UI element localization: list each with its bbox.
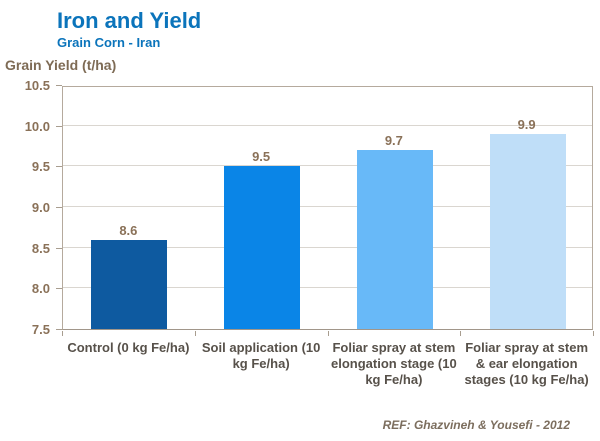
x-boundary-tick: [327, 331, 329, 336]
x-boundary-tick: [460, 331, 462, 336]
y-tick-mark: [56, 247, 62, 249]
category-label: Control (0 kg Fe/ha): [67, 340, 190, 355]
y-tick-label: 8.5: [31, 240, 50, 256]
y-tick-mark: [56, 207, 62, 208]
y-tick-label: 10.5: [24, 78, 50, 93]
y-tick-mark: [56, 329, 62, 330]
y-tick-mark: [56, 125, 62, 127]
gridline: [63, 287, 592, 289]
bar-value-label: 8.6: [119, 222, 138, 238]
category-label: Soil application (10 kg Fe/ha): [201, 340, 321, 371]
y-tick-mark: [56, 166, 62, 168]
x-boundary-tick: [62, 331, 63, 336]
bar-1: [91, 239, 168, 329]
category-label: Foliar spray at stem elongation stage (1…: [331, 340, 457, 387]
gridline: [63, 246, 592, 248]
bar-3: [356, 150, 433, 329]
y-axis-title: Grain Yield (t/ha): [5, 57, 117, 73]
y-tick-mark: [56, 288, 62, 290]
x-boundary-tick: [194, 331, 196, 336]
y-tick-label: 9.0: [31, 200, 50, 215]
chart-subtitle: Grain Corn - Iran: [57, 35, 161, 50]
plot-area: [62, 86, 593, 330]
bar-value-label: 9.7: [384, 133, 403, 149]
bar-value-label: 9.9: [517, 116, 536, 132]
y-tick-mark: [56, 85, 62, 86]
chart-title: Iron and Yield: [57, 8, 202, 33]
bar-2: [224, 166, 301, 329]
gridline: [63, 165, 592, 167]
y-tick-label: 10.0: [24, 118, 50, 134]
gridline: [63, 206, 592, 207]
y-tick-label: 8.0: [31, 281, 50, 297]
gridline: [63, 124, 592, 126]
y-tick-label: 9.5: [31, 159, 50, 175]
category-label: Foliar spray at stem & ear elongation st…: [464, 340, 589, 387]
bar-4: [489, 133, 566, 329]
reference-note: REF: Ghazvineh & Yousefi - 2012: [382, 418, 570, 432]
bar-value-label: 9.5: [252, 149, 271, 165]
y-tick-label: 7.5: [31, 322, 50, 337]
x-boundary-tick: [593, 331, 594, 336]
